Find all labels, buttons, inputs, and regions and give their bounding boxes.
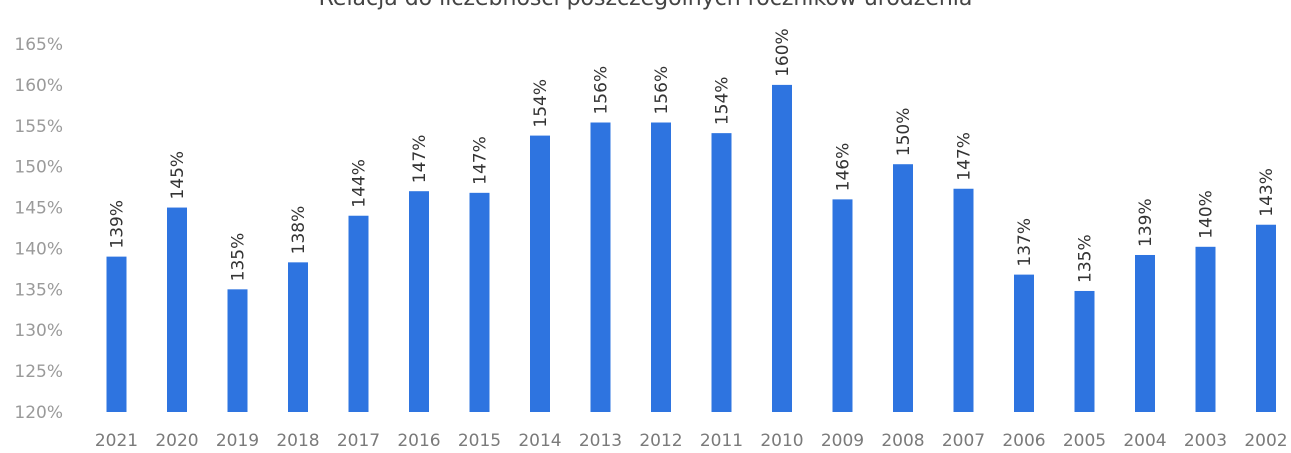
data-label-2008: 150% [894, 108, 914, 157]
x-tick-label-2015: 2015 [458, 431, 501, 451]
data-label-2012: 156% [652, 66, 672, 115]
x-tick-label-2004: 2004 [1123, 431, 1166, 451]
data-label-2017: 144% [350, 159, 370, 208]
y-tick-label: 120% [14, 403, 63, 423]
bar-2016 [409, 191, 429, 412]
bar-2002 [1256, 224, 1276, 412]
bar-2007 [953, 188, 974, 412]
chart-title: Relacja do liczebności poszczególnych ro… [0, 0, 1291, 11]
bar-2014 [530, 135, 550, 412]
data-label-2003: 140% [1197, 190, 1217, 239]
bar-2004 [1135, 254, 1155, 412]
bar-2018 [288, 262, 308, 412]
x-tick-label-2009: 2009 [821, 431, 864, 451]
bar-2013 [590, 122, 611, 413]
data-label-2014: 154% [531, 79, 551, 128]
x-tick-label-2010: 2010 [760, 431, 803, 451]
y-tick-label: 125% [14, 362, 63, 382]
bar-2019 [227, 289, 248, 412]
bar-2017 [348, 215, 369, 412]
y-tick-label: 150% [14, 158, 63, 178]
x-tick-label-2016: 2016 [397, 431, 440, 451]
data-label-2002: 143% [1257, 168, 1277, 217]
x-tick-label-2018: 2018 [276, 431, 319, 451]
data-label-2007: 147% [955, 132, 975, 181]
data-label-2020: 145% [168, 151, 188, 200]
y-tick-label: 135% [14, 280, 63, 300]
bar-2009 [832, 199, 853, 412]
x-tick-label-2011: 2011 [700, 431, 743, 451]
y-tick-label: 145% [14, 199, 63, 219]
data-label-2018: 138% [289, 206, 309, 255]
x-tick-label-2008: 2008 [881, 431, 924, 451]
x-tick-label-2013: 2013 [579, 431, 622, 451]
y-tick-label: 165% [14, 35, 63, 55]
y-tick-label: 160% [14, 76, 63, 96]
x-tick-label-2019: 2019 [216, 431, 259, 451]
data-label-2021: 139% [108, 200, 128, 249]
x-tick-label-2017: 2017 [337, 431, 380, 451]
bar-2006 [1014, 274, 1034, 412]
x-tick-label-2005: 2005 [1063, 431, 1106, 451]
data-label-2005: 135% [1076, 234, 1096, 283]
x-tick-label-2007: 2007 [942, 431, 985, 451]
data-label-2009: 146% [834, 143, 854, 192]
x-tick-label-2021: 2021 [95, 431, 138, 451]
data-label-2006: 137% [1015, 218, 1035, 267]
bar-2011 [711, 133, 732, 413]
data-label-2015: 147% [471, 136, 491, 185]
y-tick-label: 155% [14, 117, 63, 137]
x-tick-label-2006: 2006 [1002, 431, 1045, 451]
bar-2010 [772, 84, 792, 412]
bar-2003 [1195, 246, 1216, 412]
x-tick-label-2003: 2003 [1184, 431, 1227, 451]
bar-2012 [651, 122, 671, 413]
x-tick-label-2020: 2020 [155, 431, 198, 451]
data-label-2013: 156% [592, 66, 612, 115]
data-label-2004: 139% [1136, 198, 1156, 247]
bar-2015 [469, 192, 490, 412]
bar-2008 [893, 164, 913, 412]
y-tick-label: 140% [14, 239, 63, 259]
x-tick-label-2014: 2014 [518, 431, 561, 451]
data-label-2016: 147% [410, 135, 430, 184]
y-tick-label: 130% [14, 321, 63, 341]
x-tick-label-2012: 2012 [639, 431, 682, 451]
bar-2021 [106, 256, 127, 412]
bar-2005 [1074, 290, 1095, 412]
data-label-2011: 154% [713, 77, 733, 126]
data-label-2010: 160% [773, 28, 793, 77]
x-tick-label-2002: 2002 [1244, 431, 1287, 451]
data-label-2019: 135% [229, 233, 249, 282]
bar-2020 [167, 207, 187, 412]
